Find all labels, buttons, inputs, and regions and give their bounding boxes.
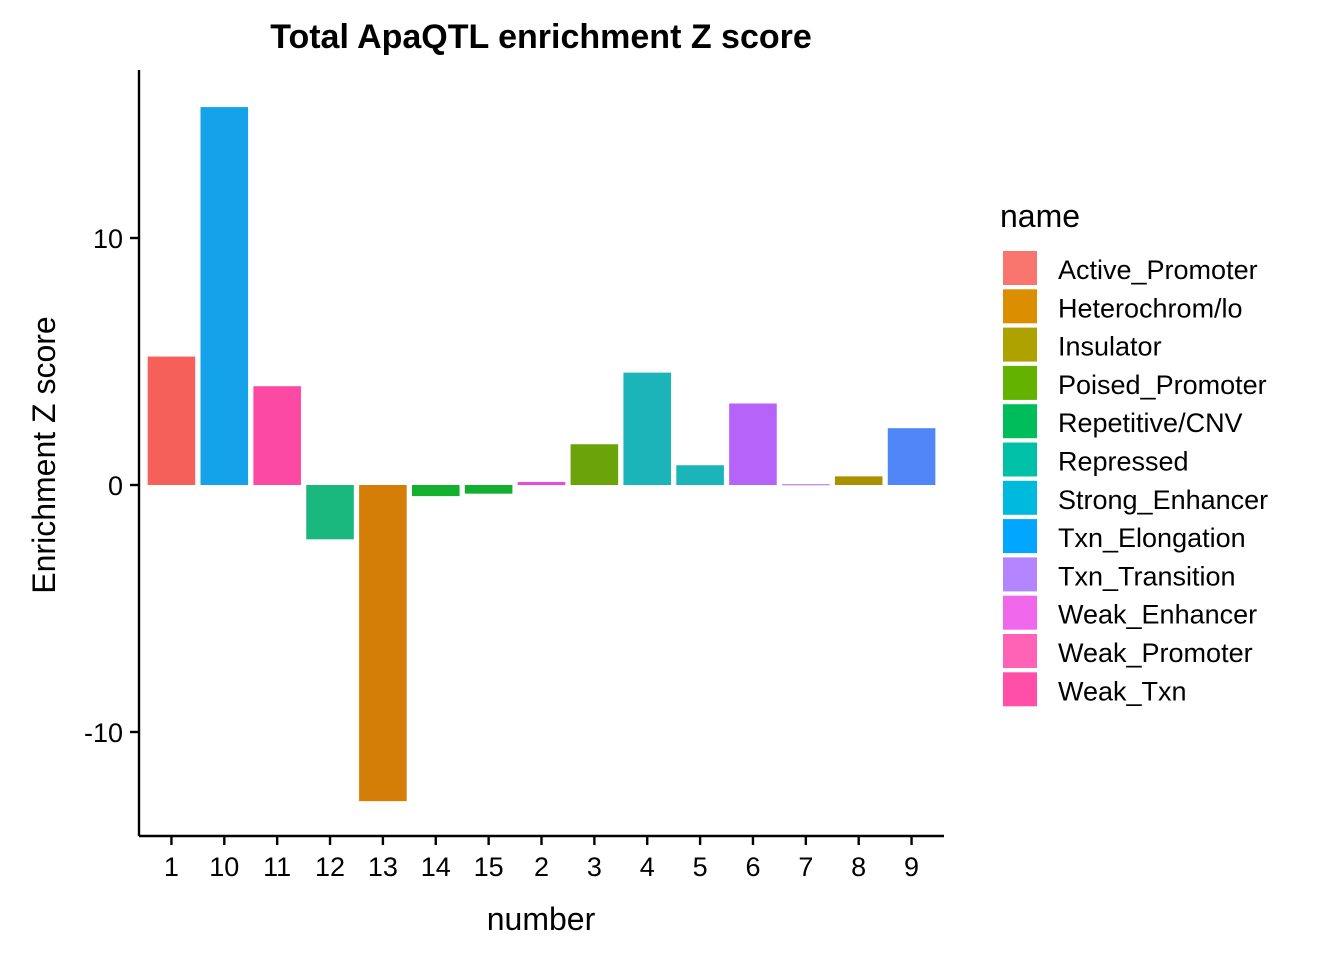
bar-6	[729, 403, 777, 485]
legend-key	[1003, 480, 1037, 515]
legend-key	[1003, 365, 1037, 400]
legend-label: Active_Promoter	[1058, 255, 1258, 285]
y-tick-label: 0	[108, 471, 123, 501]
legend-key	[1003, 327, 1037, 362]
legend-key	[1003, 672, 1037, 707]
x-tick-label: 1	[164, 852, 179, 882]
bar-1	[147, 356, 196, 485]
x-tick-label: 13	[368, 852, 398, 882]
legend-label: Repressed	[1058, 447, 1189, 477]
bar-8	[834, 476, 883, 485]
x-tick-label: 11	[263, 852, 291, 882]
legend-label: Repetitive/CNV	[1058, 408, 1243, 438]
bar-11	[253, 386, 301, 485]
legend-label: Weak_Promoter	[1058, 638, 1253, 668]
y-tick-label: 10	[93, 224, 123, 254]
legend-label: Txn_Transition	[1058, 561, 1236, 591]
legend-key	[1003, 442, 1037, 477]
bar-4	[623, 372, 672, 485]
x-tick-label: 8	[851, 852, 866, 882]
x-tick-label: 14	[421, 852, 451, 882]
bar-3	[570, 444, 619, 485]
legend-label: Weak_Enhancer	[1058, 600, 1257, 630]
legend-label: Strong_Enhancer	[1058, 485, 1268, 515]
legend-label: Txn_Elongation	[1058, 523, 1246, 553]
legend-label: Insulator	[1058, 332, 1162, 362]
legend-label: Weak_Txn	[1058, 676, 1187, 706]
bar-10	[200, 107, 249, 485]
legend-key	[1003, 251, 1037, 285]
legend-key	[1003, 289, 1037, 324]
bar-15	[464, 485, 513, 494]
bar-9	[887, 428, 936, 485]
bar-13	[359, 485, 407, 802]
legend-key	[1003, 404, 1037, 439]
y-tick-label: -10	[84, 718, 123, 748]
legend-label: Heterochrom/lo	[1058, 293, 1243, 323]
x-tick-label: 7	[798, 852, 813, 882]
legend-key	[1003, 595, 1037, 630]
bar-14	[411, 485, 460, 497]
x-tick-label: 9	[904, 852, 919, 882]
x-axis-title: number	[487, 901, 596, 937]
plot-area: -10 0 10 1 10 11 12 13 14 15 2 3 4 5 6 7 8 9	[84, 70, 944, 882]
y-axis-title: Enrichment Z score	[26, 316, 62, 593]
legend-key	[1003, 519, 1037, 554]
x-tick-label: 15	[474, 852, 504, 882]
x-tick-label: 5	[693, 852, 708, 882]
legend-title: name	[1000, 198, 1080, 234]
x-tick-label: 3	[587, 852, 602, 882]
bar-5	[676, 465, 724, 485]
x-tick-label: 6	[745, 852, 760, 882]
x-tick-label: 2	[534, 852, 549, 882]
legend-items: Active_Promoter Heterochrom/lo Insulator Po…	[1003, 251, 1268, 707]
x-tick-label: 12	[315, 852, 345, 882]
legend-key	[1003, 634, 1037, 668]
legend-label: Poised_Promoter	[1058, 370, 1267, 400]
x-tick-label: 10	[209, 852, 239, 882]
legend: name Active_Promoter Heterochrom/lo Insula…	[1000, 198, 1268, 707]
bar-12	[306, 485, 354, 540]
bar-2	[517, 482, 566, 485]
legend-key	[1003, 557, 1037, 592]
bar-7	[782, 484, 830, 486]
x-tick-label: 4	[640, 852, 655, 882]
chart-title: Total ApaQTL enrichment Z score	[270, 18, 812, 56]
